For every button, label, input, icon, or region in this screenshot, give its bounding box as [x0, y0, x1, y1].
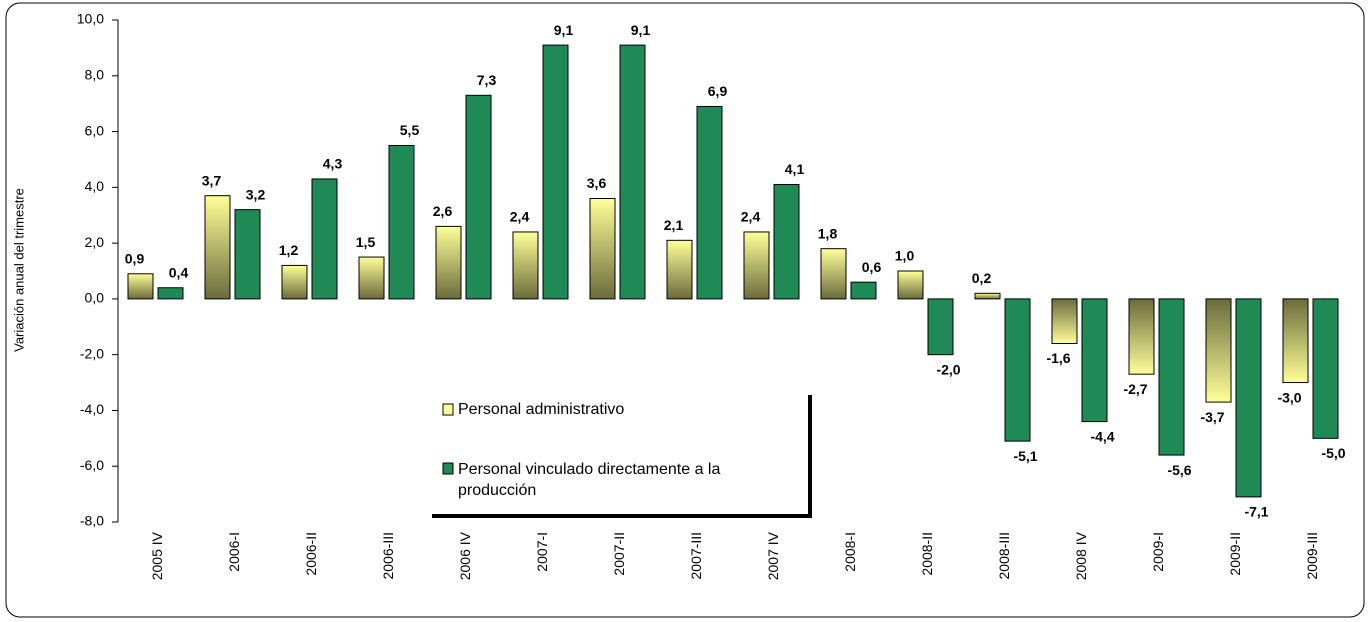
value-label: 0,6 [862, 259, 882, 275]
x-tick-label: 2007-III [688, 532, 704, 579]
y-tick-label: -6,0 [80, 457, 104, 473]
value-label: 1,5 [356, 234, 376, 250]
bar [311, 178, 338, 300]
value-label: 5,5 [400, 122, 420, 138]
value-label: -3,0 [1277, 389, 1301, 405]
legend-swatch [442, 462, 454, 475]
value-label: -2,7 [1123, 381, 1147, 397]
bar [589, 197, 616, 300]
bar [850, 281, 877, 300]
y-tick-label: 10,0 [77, 11, 104, 27]
value-label: 4,3 [323, 156, 343, 172]
bar [435, 225, 462, 300]
bar [927, 298, 954, 356]
bar [1128, 298, 1155, 375]
legend-swatch [442, 403, 454, 416]
bar [512, 231, 539, 300]
value-label: 6,9 [708, 83, 728, 99]
bar [1205, 298, 1232, 403]
value-label: 0,4 [169, 264, 189, 280]
x-tick-label: 2007-I [534, 532, 550, 572]
x-tick-label: 2005 IV [149, 531, 165, 580]
bar [127, 273, 154, 300]
x-tick-label: 2006-I [226, 532, 242, 572]
value-label: 1,8 [818, 225, 838, 241]
value-label: 1,2 [279, 242, 299, 258]
value-label: 9,1 [631, 22, 651, 38]
chart-frame [5, 2, 1365, 618]
x-tick-label: 2008 IV [1073, 531, 1089, 580]
bar [1282, 298, 1309, 384]
bar [773, 184, 800, 300]
y-tick-label: 6,0 [85, 122, 105, 138]
bar [743, 231, 770, 300]
bar [204, 195, 231, 300]
value-label: 3,6 [587, 175, 607, 191]
x-tick-label: 2007 IV [765, 531, 781, 580]
bar [1158, 298, 1185, 456]
bar [666, 239, 693, 300]
y-tick-label: -4,0 [80, 401, 104, 417]
value-label: 0,9 [125, 250, 145, 266]
value-label: 2,4 [510, 209, 530, 225]
value-label: -2,0 [936, 361, 960, 377]
y-tick-label: 8,0 [85, 66, 105, 82]
value-label: 2,6 [433, 203, 453, 219]
x-tick-label: 2008-I [842, 532, 858, 572]
value-label: 3,7 [202, 172, 222, 188]
value-label: -5,1 [1013, 448, 1037, 464]
value-label: 0,2 [972, 270, 992, 286]
bar [1051, 298, 1078, 345]
bar [157, 287, 184, 300]
bar [974, 292, 1001, 300]
x-tick-label: 2009-II [1227, 532, 1243, 576]
bar [465, 94, 492, 300]
bar [234, 209, 261, 300]
y-tick-label: -8,0 [80, 513, 104, 529]
bar [1312, 298, 1339, 439]
y-axis-label: Variación anual del trimestre [11, 188, 26, 352]
x-tick-label: 2009-III [1304, 532, 1320, 579]
bar [388, 145, 415, 300]
y-tick-label: -2,0 [80, 345, 104, 361]
value-label: 4,1 [785, 161, 805, 177]
value-label: 7,3 [477, 72, 497, 88]
y-tick-label: 2,0 [85, 234, 105, 250]
bar [1004, 298, 1031, 442]
value-label: -5,0 [1321, 445, 1345, 461]
bar [696, 105, 723, 300]
bar [358, 256, 385, 300]
value-label: 9,1 [554, 22, 574, 38]
bar [820, 248, 847, 300]
legend: Personal administrativo Personal vinculad… [432, 395, 812, 518]
legend-label: Personal vinculado directamente a la prod… [458, 461, 720, 499]
value-label: -7,1 [1244, 504, 1268, 520]
x-tick-label: 2006 IV [457, 531, 473, 580]
bar [281, 264, 308, 300]
value-label: -5,6 [1167, 462, 1191, 478]
x-tick-label: 2006-III [380, 532, 396, 579]
value-label: -1,6 [1046, 350, 1070, 366]
x-tick-label: 2006-II [303, 532, 319, 576]
bar [619, 44, 646, 300]
bar [897, 270, 924, 300]
value-label: -4,4 [1090, 428, 1114, 444]
value-label: 2,1 [664, 217, 684, 233]
legend-label: Personal administrativo [458, 401, 624, 418]
value-label: -3,7 [1200, 409, 1224, 425]
value-label: 3,2 [246, 186, 266, 202]
y-tick-label: 0,0 [85, 290, 105, 306]
value-label: 1,0 [895, 248, 915, 264]
value-label: 2,4 [741, 209, 761, 225]
bar [1081, 298, 1108, 423]
y-tick-label: 4,0 [85, 178, 105, 194]
x-tick-label: 2008-II [919, 532, 935, 576]
x-tick-label: 2008-III [996, 532, 1012, 579]
bar [1235, 298, 1262, 498]
bar [542, 44, 569, 300]
x-tick-label: 2007-II [611, 532, 627, 576]
x-tick-label: 2009-I [1150, 532, 1166, 572]
